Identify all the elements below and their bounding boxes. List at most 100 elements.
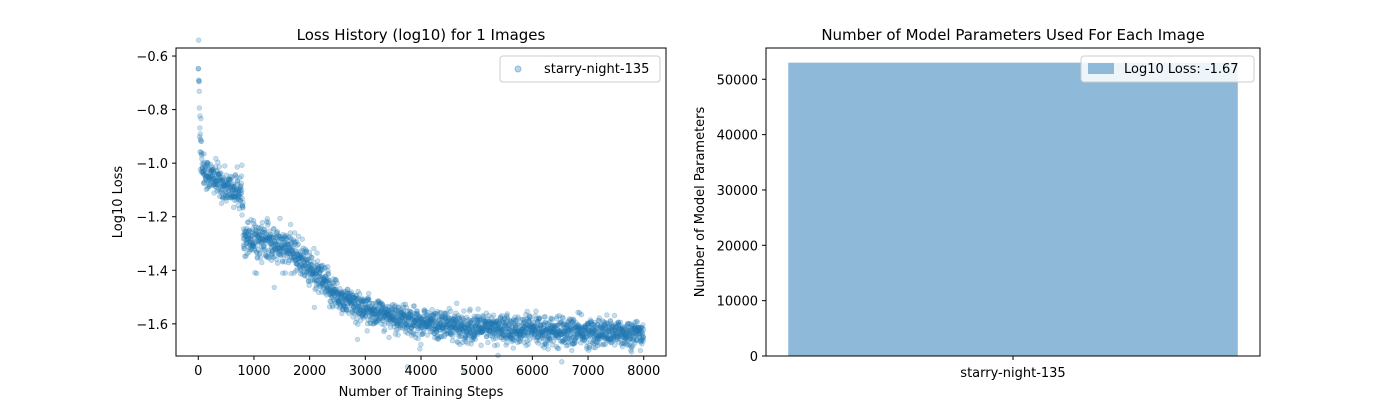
- loss-point: [250, 242, 256, 248]
- loss-point: [196, 88, 203, 95]
- loss-point: [498, 325, 504, 331]
- loss-point: [214, 168, 220, 174]
- loss-point: [373, 300, 379, 306]
- loss-point: [538, 325, 545, 331]
- loss-point: [511, 331, 517, 338]
- loss-point: [367, 313, 373, 320]
- loss-point: [528, 329, 535, 335]
- loss-point: [346, 295, 352, 301]
- loss-point: [237, 183, 243, 190]
- loss-point: [536, 315, 543, 321]
- loss-point: [455, 321, 461, 327]
- loss-point: [498, 330, 505, 336]
- params-y-tick-label: 10000: [717, 295, 758, 310]
- loss-point: [533, 325, 539, 331]
- loss-point: [310, 270, 316, 276]
- loss-point: [202, 165, 209, 171]
- loss-point: [532, 327, 539, 333]
- loss-point: [375, 306, 381, 312]
- loss-point: [307, 258, 313, 264]
- loss-point: [313, 271, 319, 277]
- loss-point: [351, 294, 357, 301]
- loss-point: [245, 228, 251, 235]
- loss-point: [457, 333, 463, 339]
- loss-point: [387, 314, 393, 320]
- loss-point: [356, 303, 362, 310]
- loss-point: [422, 324, 428, 330]
- loss-point: [196, 78, 202, 85]
- loss-x-tick-label: 7000: [571, 364, 604, 379]
- loss-point: [507, 336, 514, 342]
- loss-point: [436, 323, 442, 329]
- loss-point: [440, 326, 446, 332]
- loss-point: [197, 166, 204, 173]
- loss-point: [510, 317, 517, 323]
- loss-point: [508, 318, 514, 325]
- loss-point: [428, 316, 435, 322]
- loss-point: [299, 262, 305, 268]
- loss-point: [219, 177, 225, 183]
- loss-point: [414, 308, 421, 314]
- loss-point: [300, 269, 306, 275]
- loss-point: [454, 300, 460, 306]
- loss-point: [219, 184, 226, 190]
- loss-point: [260, 236, 267, 242]
- loss-point: [371, 320, 377, 326]
- params-x-tick-label: starry-night-135: [960, 366, 1065, 381]
- loss-point: [242, 232, 249, 238]
- loss-point: [324, 292, 330, 298]
- loss-point: [319, 280, 325, 287]
- loss-point: [640, 326, 647, 332]
- loss-point: [415, 320, 421, 326]
- loss-point: [249, 244, 255, 250]
- loss-point: [504, 316, 511, 322]
- loss-point: [414, 311, 420, 317]
- loss-point: [383, 310, 389, 317]
- loss-point: [537, 328, 543, 335]
- loss-point: [268, 241, 274, 247]
- loss-point: [495, 322, 501, 328]
- loss-point: [340, 295, 347, 301]
- loss-point: [211, 181, 217, 187]
- loss-point: [493, 320, 499, 326]
- loss-point: [356, 310, 362, 316]
- loss-point: [349, 308, 356, 315]
- loss-point: [441, 310, 447, 316]
- loss-point: [384, 315, 390, 321]
- loss-point: [496, 327, 503, 333]
- loss-point: [242, 232, 248, 238]
- loss-point: [483, 318, 489, 325]
- loss-point: [425, 326, 432, 332]
- loss-point: [356, 305, 362, 312]
- loss-point: [377, 315, 384, 321]
- loss-point: [471, 328, 478, 335]
- loss-point: [422, 317, 428, 324]
- loss-point: [418, 324, 425, 330]
- loss-point: [412, 318, 419, 324]
- loss-point: [359, 298, 366, 304]
- loss-point: [484, 326, 490, 332]
- loss-point: [473, 328, 479, 334]
- loss-point: [500, 318, 506, 324]
- loss-point: [409, 322, 415, 328]
- loss-point: [370, 311, 376, 318]
- loss-point: [284, 242, 290, 248]
- loss-point: [389, 312, 395, 318]
- loss-point: [477, 326, 483, 333]
- loss-point: [455, 339, 461, 346]
- loss-x-ticks: 0 1000 2000 3000 4000 5000 6000 7000 8000: [194, 356, 660, 379]
- loss-point: [294, 261, 300, 267]
- loss-point: [441, 333, 447, 340]
- loss-point: [434, 335, 440, 341]
- loss-point: [452, 325, 458, 331]
- loss-point: [336, 298, 342, 304]
- loss-point: [228, 193, 234, 200]
- loss-point: [209, 176, 216, 183]
- loss-point: [506, 332, 513, 338]
- loss-point: [330, 280, 336, 286]
- loss-point: [408, 329, 414, 335]
- loss-point: [270, 226, 277, 232]
- loss-point: [431, 317, 437, 324]
- loss-point: [310, 277, 316, 284]
- loss-point: [529, 330, 535, 336]
